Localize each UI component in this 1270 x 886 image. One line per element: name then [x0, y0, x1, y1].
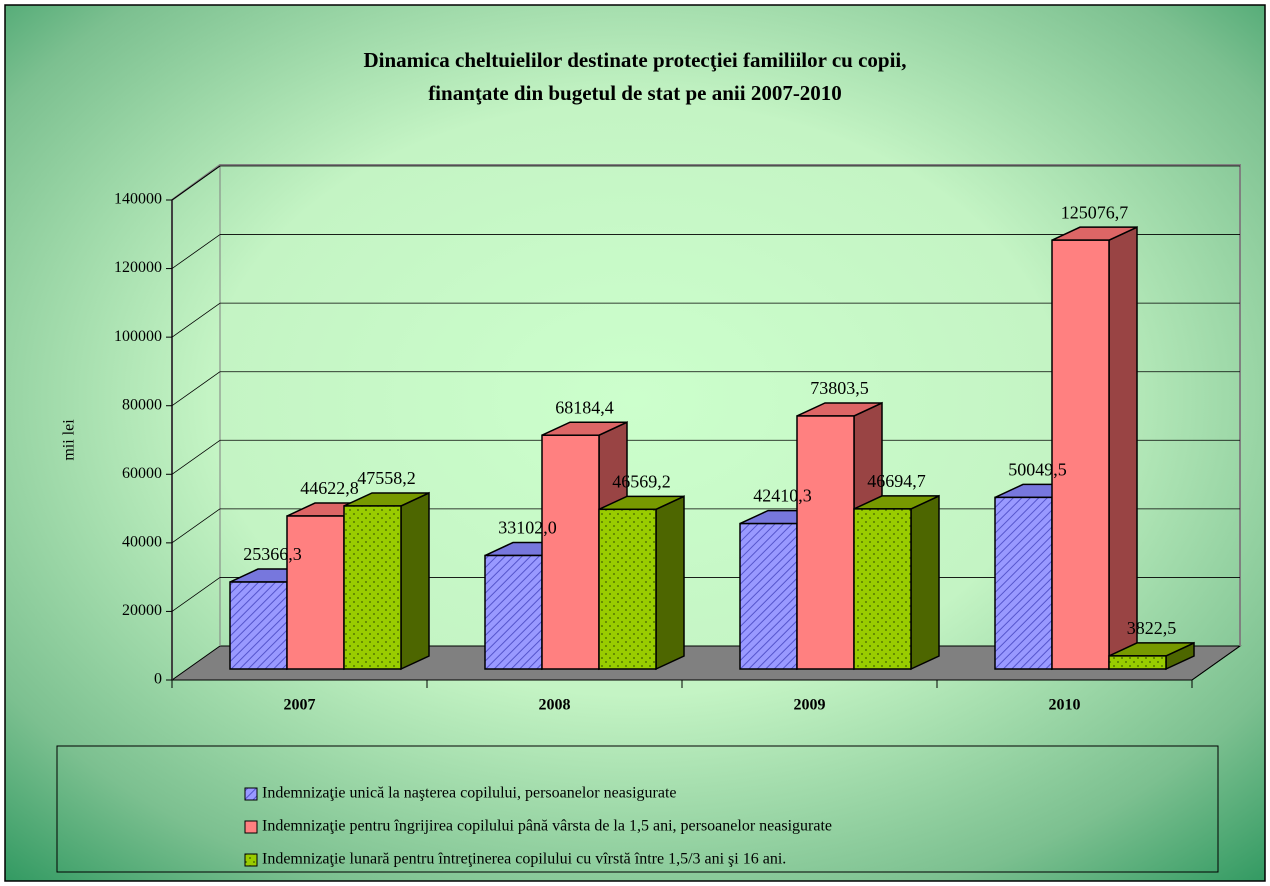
bar	[796, 415, 855, 670]
y-tick-label: 20000	[122, 602, 162, 619]
data-label: 46694,7	[867, 471, 926, 491]
data-label: 125076,7	[1061, 202, 1129, 222]
legend-label: Indemnizaţie lunară pentru întreţinerea …	[262, 851, 786, 868]
bar-side	[1108, 225, 1138, 671]
y-tick-label: 60000	[122, 465, 162, 482]
bar-side	[400, 491, 430, 671]
x-tick-label: 2010	[1049, 697, 1081, 714]
data-label: 44622,8	[300, 478, 359, 498]
x-tick-label: 2008	[539, 697, 571, 714]
x-tick-label: 2009	[794, 697, 826, 714]
y-axis	[171, 165, 221, 201]
y-tick-label: 80000	[122, 396, 162, 413]
bar-side	[655, 495, 685, 671]
bar	[853, 508, 912, 670]
bar	[229, 581, 288, 670]
x-tick-label: 2007	[284, 697, 316, 714]
data-label: 47558,2	[357, 468, 416, 488]
bar-side	[910, 494, 940, 671]
y-tick-label: 140000	[114, 191, 162, 208]
legend-label: Indemnizaţie unică la naşterea copilului…	[262, 785, 676, 802]
legend-label: Indemnizaţie pentru îngrijirea copilului…	[262, 818, 832, 835]
grid-line	[171, 508, 221, 544]
grid-line	[171, 439, 221, 475]
y-tick-label: 40000	[122, 534, 162, 551]
legend-swatch	[244, 787, 258, 801]
data-label: 46569,2	[612, 471, 671, 491]
y-tick-label: 100000	[114, 328, 162, 345]
grid-line	[171, 577, 221, 612]
data-label: 73803,5	[810, 378, 869, 398]
data-label: 33102,0	[498, 518, 557, 538]
legend-swatch	[244, 820, 258, 834]
data-label: 68184,4	[555, 397, 614, 417]
bar	[286, 515, 345, 670]
data-label: 25366,3	[243, 544, 302, 564]
bar	[484, 554, 543, 670]
legend	[56, 745, 1219, 873]
bar	[598, 508, 657, 670]
x-axis	[1191, 645, 1241, 681]
data-label: 42410,3	[753, 486, 812, 506]
bar	[1108, 655, 1167, 670]
bar	[994, 496, 1053, 670]
grid-line	[171, 302, 221, 338]
chart-title: Dinamica cheltuielilor destinate protecţ…	[363, 48, 906, 72]
grid-line	[171, 234, 221, 269]
bar	[1051, 239, 1110, 670]
grid-line	[171, 371, 221, 407]
y-tick-label: 0	[154, 671, 162, 688]
y-axis-label: mii lei	[61, 419, 78, 461]
chart-title: finanţate din bugetul de stat pe anii 20…	[428, 81, 842, 105]
data-label: 50049,5	[1008, 460, 1067, 480]
legend-swatch	[244, 853, 258, 867]
data-label: 3822,5	[1127, 618, 1177, 638]
bar	[739, 522, 798, 670]
bar	[541, 434, 600, 670]
bar	[343, 505, 402, 670]
y-tick-label: 120000	[114, 259, 162, 276]
